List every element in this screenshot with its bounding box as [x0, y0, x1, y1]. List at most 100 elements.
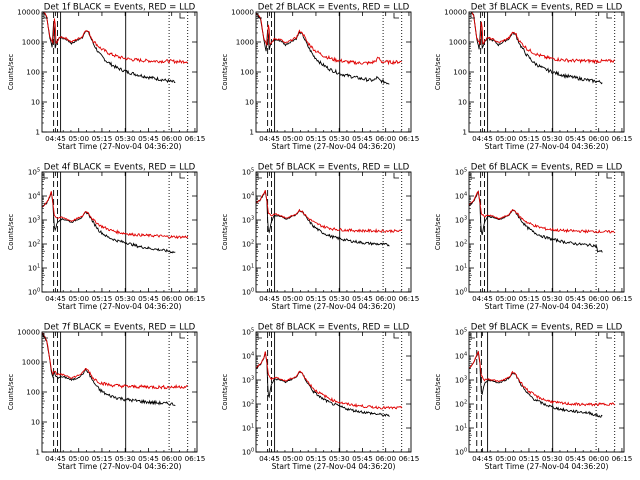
- x-axis-title: Start Time (27-Nov-04 04:36:20): [58, 462, 182, 471]
- x-axis-title: Start Time (27-Nov-04 04:36:20): [485, 462, 609, 471]
- x-tick-label: 06:00: [588, 294, 609, 303]
- x-axis-title: Start Time (27-Nov-04 04:36:20): [58, 142, 182, 151]
- x-tick-label: 05:15: [519, 454, 540, 463]
- corner-marker-right: [393, 333, 399, 339]
- x-tick-label: 05:15: [306, 134, 327, 143]
- y-tick-exponent: 0: [251, 288, 254, 294]
- x-tick-label: 05:45: [352, 454, 373, 463]
- events-series-line: [42, 333, 176, 407]
- events-series-line: [470, 12, 603, 85]
- corner-marker-left: [470, 173, 475, 179]
- y-tick-label: 10000: [444, 8, 467, 17]
- x-tick-label: 06:00: [588, 134, 609, 143]
- x-tick-label: 06:15: [399, 294, 420, 303]
- y-tick-exponent: 1: [251, 264, 254, 270]
- y-tick-exponent: 5: [251, 168, 254, 174]
- y-tick-label: 10: [455, 288, 465, 297]
- y-tick-exponent: 3: [251, 376, 254, 382]
- y-tick-exponent: 3: [464, 216, 467, 222]
- y-tick-label: 10: [28, 288, 38, 297]
- corner-marker-right: [393, 173, 399, 179]
- x-tick-label: 05:00: [495, 454, 516, 463]
- x-tick-label: 05:15: [519, 134, 540, 143]
- x-tick-label: 05:45: [565, 454, 586, 463]
- x-tick-label: 05:15: [92, 134, 113, 143]
- y-tick-label: 10: [31, 98, 41, 107]
- x-tick-label: 05:15: [306, 294, 327, 303]
- y-axis-title: Counts/sec: [7, 373, 15, 410]
- y-tick-label: 10: [455, 264, 465, 273]
- x-tick-label: 05:00: [495, 294, 516, 303]
- y-tick-label: 100: [453, 68, 467, 77]
- events-series-line: [42, 191, 176, 254]
- y-axis-title: Counts/sec: [221, 53, 229, 90]
- x-tick-label: 04:45: [472, 294, 493, 303]
- x-tick-label: 06:00: [161, 454, 182, 463]
- corner-marker-left: [257, 173, 262, 179]
- panel-title: Det 6f BLACK = Events, RED = LLD: [471, 163, 623, 173]
- panel-title: Det 3f BLACK = Events, RED = LLD: [471, 3, 623, 13]
- y-tick-label: 10: [455, 328, 465, 337]
- y-tick-exponent: 2: [251, 240, 254, 246]
- x-tick-label: 06:15: [612, 134, 633, 143]
- y-tick-exponent: 2: [464, 240, 467, 246]
- y-tick-label: 10: [28, 168, 38, 177]
- x-tick-label: 04:45: [472, 134, 493, 143]
- y-tick-label: 1: [35, 448, 40, 457]
- x-tick-label: 05:30: [115, 134, 136, 143]
- y-tick-label: 1000: [22, 38, 41, 47]
- y-tick-label: 10: [28, 240, 38, 249]
- y-tick-label: 10: [31, 418, 41, 427]
- x-tick-label: 05:45: [352, 134, 373, 143]
- x-tick-label: 04:45: [472, 454, 493, 463]
- y-tick-label: 100: [240, 68, 254, 77]
- corner-marker-right: [179, 13, 185, 19]
- plot-frame: [255, 331, 412, 453]
- x-axis-title: Start Time (27-Nov-04 04:36:20): [58, 302, 182, 311]
- x-tick-label: 06:00: [161, 294, 182, 303]
- x-tick-label: 04:45: [259, 294, 280, 303]
- x-tick-label: 05:00: [68, 294, 89, 303]
- lld-series-line: [256, 190, 402, 234]
- y-tick-exponent: 1: [37, 264, 40, 270]
- y-tick-label: 10: [242, 400, 252, 409]
- panel-title: Det 9f BLACK = Events, RED = LLD: [471, 323, 623, 333]
- plot-frame: [255, 171, 412, 293]
- x-tick-label: 04:45: [259, 134, 280, 143]
- lld-series-line: [471, 12, 615, 65]
- y-tick-exponent: 1: [251, 424, 254, 430]
- x-axis-title: Start Time (27-Nov-04 04:36:20): [485, 302, 609, 311]
- y-axis-title: Counts/sec: [7, 213, 15, 250]
- y-tick-label: 10: [455, 216, 465, 225]
- y-tick-exponent: 5: [464, 168, 467, 174]
- panel-title: Det 4f BLACK = Events, RED = LLD: [44, 163, 196, 173]
- x-tick-label: 05:45: [565, 134, 586, 143]
- plot-frame: [255, 11, 412, 133]
- corner-marker-left: [43, 173, 48, 179]
- y-tick-label: 10: [28, 264, 38, 273]
- x-tick-label: 06:00: [375, 294, 396, 303]
- y-tick-label: 1: [35, 128, 40, 137]
- lld-series-line: [469, 190, 616, 234]
- events-series-line: [256, 352, 390, 417]
- x-tick-label: 04:45: [45, 294, 66, 303]
- x-tick-label: 05:30: [115, 294, 136, 303]
- y-tick-label: 10: [28, 216, 38, 225]
- x-axis-title: Start Time (27-Nov-04 04:36:20): [272, 462, 396, 471]
- y-tick-label: 10000: [17, 328, 40, 337]
- x-tick-label: 05:00: [282, 294, 303, 303]
- panel-det-3: Det 3f BLACK = Events, RED = LLD 04:45 05:…: [434, 3, 632, 152]
- x-tick-label: 05:00: [282, 134, 303, 143]
- y-tick-label: 1000: [236, 38, 255, 47]
- corner-marker-left: [257, 333, 262, 339]
- x-tick-label: 05:00: [68, 454, 89, 463]
- y-tick-label: 10: [242, 240, 252, 249]
- y-tick-label: 10: [242, 192, 252, 201]
- y-tick-label: 10: [242, 424, 252, 433]
- events-series-line: [256, 191, 390, 247]
- y-tick-label: 10: [242, 288, 252, 297]
- panel-title: Det 2f BLACK = Events, RED = LLD: [258, 3, 410, 13]
- corner-marker-right: [606, 13, 612, 19]
